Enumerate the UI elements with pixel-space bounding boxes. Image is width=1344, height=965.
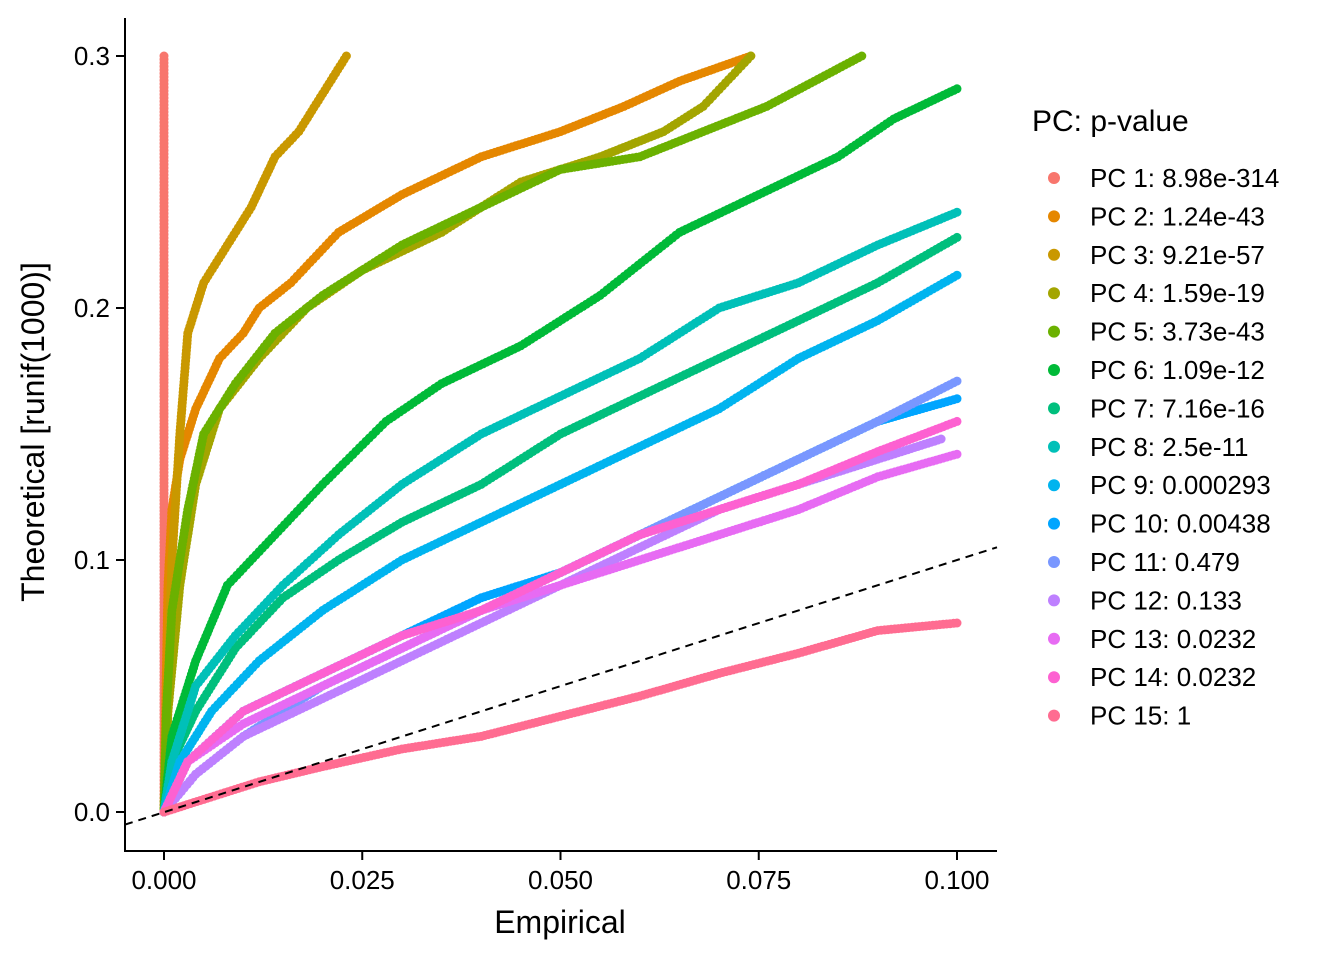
series-6 <box>159 84 962 817</box>
data-point <box>952 232 962 242</box>
y-tick-label: 0.3 <box>74 41 110 71</box>
legend-key <box>1048 517 1060 530</box>
series-5 <box>159 51 867 817</box>
legend-label: PC 2: 1.24e-43 <box>1090 201 1265 231</box>
x-tick-label: 0.000 <box>131 865 196 895</box>
x-tick-label: 0.050 <box>528 865 593 895</box>
legend-item: PC 5: 3.73e-43 <box>1048 317 1265 347</box>
legend-key <box>1048 671 1060 684</box>
data-point <box>341 51 351 61</box>
legend-label: PC 12: 0.133 <box>1090 585 1242 615</box>
series-15 <box>159 618 962 817</box>
y-axis-title: Theoretical [runif(1000)] <box>15 262 51 602</box>
legend-item: PC 7: 7.16e-16 <box>1048 393 1265 423</box>
data-point <box>952 416 962 426</box>
y-ticks: 0.0 0.1 0.2 0.3 <box>74 41 125 827</box>
x-tick-label: 0.075 <box>726 865 791 895</box>
data-point <box>952 376 962 386</box>
legend-key <box>1048 364 1060 376</box>
series-7 <box>159 232 962 817</box>
identity-reference-line <box>124 546 998 826</box>
data-point <box>952 84 962 94</box>
legend-label: PC 6: 1.09e-12 <box>1090 355 1265 385</box>
legend-label: PC 3: 9.21e-57 <box>1090 240 1265 270</box>
legend-item: PC 13: 0.0232 <box>1048 624 1256 654</box>
legend-item: PC 9: 0.000293 <box>1048 470 1271 500</box>
data-point <box>952 207 962 217</box>
legend-label: PC 7: 7.16e-16 <box>1090 393 1265 423</box>
legend-label: PC 5: 3.73e-43 <box>1090 317 1265 347</box>
series-8 <box>159 207 962 817</box>
data-point <box>952 618 962 628</box>
legend-label: PC 11: 0.479 <box>1090 547 1240 577</box>
legend-key <box>1048 440 1060 453</box>
legend-label: PC 10: 0.00438 <box>1090 509 1271 539</box>
legend-key <box>1048 210 1060 223</box>
legend-label: PC 8: 2.5e-11 <box>1090 432 1249 462</box>
legend-key <box>1048 172 1060 184</box>
legend: PC 1: 8.98e-314 PC 2: 1.24e-43 PC 3: 9.21e… <box>1048 163 1279 731</box>
legend-key <box>1048 479 1060 492</box>
legend-key <box>1048 248 1060 261</box>
legend-key <box>1048 709 1060 722</box>
data-point <box>159 51 169 61</box>
series-9 <box>159 270 962 817</box>
legend-item: PC 2: 1.24e-43 <box>1048 201 1265 231</box>
y-tick-label: 0.0 <box>74 797 110 827</box>
x-tick-label: 0.025 <box>330 865 395 895</box>
legend-key <box>1048 325 1060 338</box>
legend-label: PC 14: 0.0232 <box>1090 662 1256 692</box>
legend-key <box>1048 632 1060 645</box>
data-point <box>952 394 962 404</box>
legend-item: PC 1: 8.98e-314 <box>1048 163 1279 193</box>
legend-item: PC 11: 0.479 <box>1048 547 1240 577</box>
legend-title: PC: p-value <box>1032 105 1189 138</box>
data-point <box>952 270 962 280</box>
legend-label: PC 15: 1 <box>1090 701 1191 731</box>
legend-item: PC 14: 0.0232 <box>1048 662 1256 692</box>
legend-item: PC 12: 0.133 <box>1048 585 1242 615</box>
legend-label: PC 13: 0.0232 <box>1090 624 1256 654</box>
reference-line-layer <box>124 546 998 826</box>
legend-key <box>1048 594 1060 607</box>
legend-label: PC 4: 1.59e-19 <box>1090 278 1265 308</box>
y-tick-label: 0.1 <box>74 545 110 575</box>
data-point <box>746 51 756 61</box>
legend-key <box>1048 402 1060 415</box>
series-13 <box>159 449 962 817</box>
data-point <box>952 449 962 459</box>
legend-key <box>1048 556 1060 568</box>
series-layer <box>159 51 962 817</box>
legend-item: PC 10: 0.00438 <box>1048 509 1271 539</box>
x-ticks: 0.000 0.025 0.050 0.075 0.100 <box>131 851 990 895</box>
series-3 <box>159 51 351 817</box>
series-14 <box>159 416 962 817</box>
y-tick-label: 0.2 <box>74 293 110 323</box>
legend-item: PC 6: 1.09e-12 <box>1048 355 1265 385</box>
x-tick-label: 0.100 <box>924 865 989 895</box>
data-point <box>936 434 946 444</box>
legend-item: PC 8: 2.5e-11 <box>1048 432 1249 462</box>
data-point <box>857 51 867 61</box>
legend-label: PC 9: 0.000293 <box>1090 470 1271 500</box>
legend-item: PC 3: 9.21e-57 <box>1048 240 1265 270</box>
legend-label: PC 1: 8.98e-314 <box>1090 163 1279 193</box>
x-axis-title: Empirical <box>494 904 626 940</box>
legend-key <box>1048 287 1060 300</box>
legend-item: PC 15: 1 <box>1048 701 1191 731</box>
legend-item: PC 4: 1.59e-19 <box>1048 278 1265 308</box>
